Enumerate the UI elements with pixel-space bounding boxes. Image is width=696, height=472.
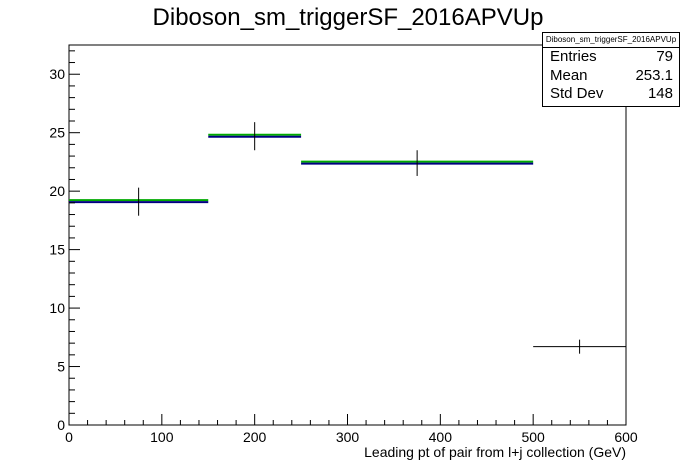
stats-value: 79: [656, 48, 673, 65]
y-tick-label: 20: [49, 183, 65, 199]
histogram-bins: [69, 122, 626, 354]
stats-label: Entries: [550, 48, 597, 65]
x-tick-label: 200: [243, 429, 267, 445]
chart-title: Diboson_sm_triggerSF_2016APVUp: [152, 4, 544, 31]
x-axis: 0 100 200 300 400 500 600: [65, 414, 638, 445]
y-tick-label: 5: [57, 359, 65, 375]
x-tick-label: 400: [429, 429, 453, 445]
x-tick-label: 500: [521, 429, 545, 445]
y-tick-label: 10: [49, 300, 65, 316]
x-axis-label: Leading pt of pair from l+j collection (…: [364, 444, 626, 460]
y-tick-label: 25: [49, 125, 65, 141]
y-tick-label: 0: [57, 417, 65, 433]
stats-value: 148: [647, 85, 673, 102]
stats-value: 253.1: [635, 66, 673, 84]
stats-row-mean: Mean 253.1: [543, 67, 679, 86]
x-tick-label: 300: [336, 429, 360, 445]
y-tick-label: 30: [49, 66, 65, 82]
stats-box-title: Diboson_sm_triggerSF_2016APVUp: [543, 33, 679, 48]
x-tick-label: 0: [65, 429, 73, 445]
x-tick-label: 100: [150, 429, 174, 445]
stats-row-entries: Entries 79: [543, 48, 679, 67]
y-tick-label: 15: [49, 242, 65, 258]
y-axis: 0 5 10 15 20 25 30: [49, 50, 80, 433]
stats-label: Mean: [550, 66, 588, 84]
stats-row-stddev: Std Dev 148: [543, 85, 679, 104]
stats-label: Std Dev: [550, 85, 604, 102]
stats-box: Diboson_sm_triggerSF_2016APVUp Entries 7…: [542, 32, 680, 107]
x-tick-label: 600: [614, 429, 638, 445]
